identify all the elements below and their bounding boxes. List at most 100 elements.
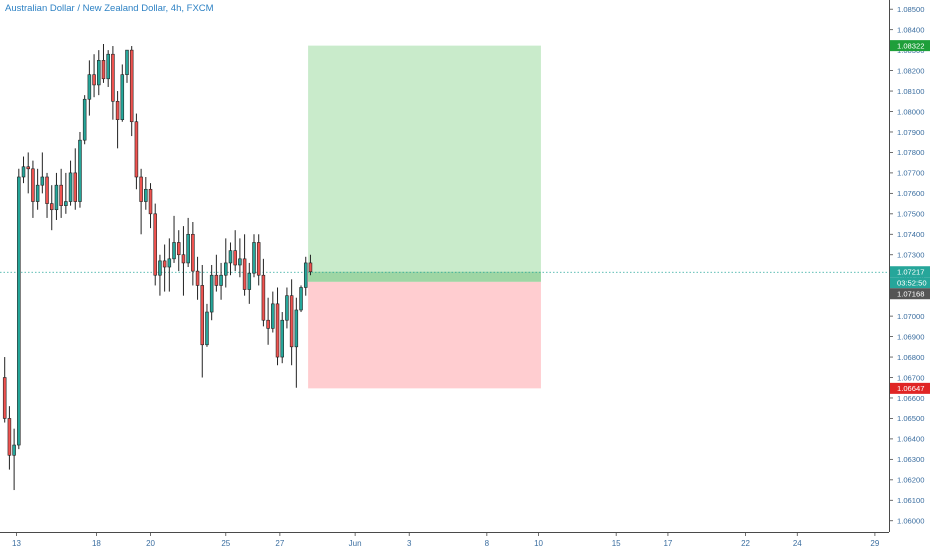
- candle[interactable]: [247, 262, 252, 304]
- candle-body-up: [106, 53, 110, 80]
- candle[interactable]: [242, 234, 247, 296]
- candle[interactable]: [115, 91, 120, 149]
- candle-body-down: [134, 121, 139, 178]
- candle-body-up: [64, 201, 68, 206]
- candle[interactable]: [59, 168, 63, 218]
- candle[interactable]: [195, 256, 200, 300]
- candle[interactable]: [7, 406, 12, 470]
- candle-body-up: [228, 250, 233, 264]
- time-tick-label: 24: [793, 539, 802, 548]
- candle[interactable]: [167, 238, 172, 292]
- candle[interactable]: [68, 160, 73, 206]
- candle[interactable]: [261, 258, 266, 327]
- candle[interactable]: [280, 312, 284, 364]
- candle-body-up: [40, 176, 45, 186]
- candle[interactable]: [191, 222, 195, 286]
- candle[interactable]: [40, 152, 45, 194]
- candle[interactable]: [134, 113, 139, 190]
- candle[interactable]: [144, 176, 148, 210]
- candle[interactable]: [64, 172, 68, 214]
- candle[interactable]: [101, 43, 106, 83]
- candle[interactable]: [285, 287, 289, 329]
- candle[interactable]: [181, 226, 186, 296]
- candle[interactable]: [21, 156, 26, 184]
- candle[interactable]: [92, 54, 96, 98]
- candle[interactable]: [205, 303, 209, 347]
- candle[interactable]: [111, 46, 115, 120]
- plot-area[interactable]: [0, 0, 889, 532]
- candle[interactable]: [271, 291, 275, 333]
- candle[interactable]: [31, 160, 35, 218]
- candle[interactable]: [162, 244, 167, 292]
- candle[interactable]: [224, 238, 228, 288]
- candle-body-down: [111, 53, 115, 102]
- candle[interactable]: [289, 279, 294, 366]
- candle[interactable]: [228, 242, 233, 276]
- candle[interactable]: [45, 172, 49, 218]
- price-tick-label: 1.08500: [897, 5, 924, 14]
- candle[interactable]: [252, 234, 256, 278]
- candle[interactable]: [275, 287, 280, 366]
- candle[interactable]: [200, 264, 205, 378]
- candle[interactable]: [120, 64, 125, 122]
- candle[interactable]: [148, 183, 153, 229]
- candle[interactable]: [303, 256, 308, 296]
- candle[interactable]: [78, 131, 82, 208]
- candle-body-down: [233, 250, 237, 266]
- candle[interactable]: [158, 254, 162, 296]
- candle-body-up: [87, 74, 92, 100]
- candle[interactable]: [2, 357, 7, 423]
- candle-body-up: [238, 258, 242, 266]
- time-axis[interactable]: 13 18 20 25 27 Jun 3 8 10 15 17 22 24 29: [0, 532, 889, 548]
- candle[interactable]: [238, 238, 242, 278]
- candle[interactable]: [17, 168, 21, 450]
- candle-body-down: [242, 258, 247, 290]
- countdown-flag-label: 03:52:50: [897, 279, 927, 288]
- price-tick-label: 1.07700: [897, 169, 924, 178]
- candle-body-up: [219, 274, 223, 286]
- candle[interactable]: [308, 254, 313, 276]
- entry-zone[interactable]: [308, 271, 541, 282]
- candle[interactable]: [87, 60, 92, 116]
- candle-body-up: [54, 184, 59, 211]
- candle[interactable]: [172, 215, 176, 263]
- long-position-tool[interactable]: [308, 45, 541, 389]
- candle[interactable]: [125, 49, 129, 83]
- candle[interactable]: [129, 46, 134, 137]
- candle[interactable]: [73, 148, 78, 210]
- candle[interactable]: [106, 50, 110, 87]
- price-tick-label: 1.07400: [897, 230, 924, 239]
- price-axis[interactable]: 1.06000 1.06100 1.06200 1.06300 1.06400 1.065…: [889, 0, 930, 532]
- candle[interactable]: [12, 428, 16, 491]
- candle-body-down: [101, 60, 106, 80]
- candle[interactable]: [209, 264, 214, 321]
- candle[interactable]: [26, 152, 30, 194]
- candle[interactable]: [299, 285, 303, 313]
- candle[interactable]: [54, 172, 59, 220]
- price-tick-label: 1.08100: [897, 87, 924, 96]
- candle[interactable]: [266, 297, 270, 345]
- candle[interactable]: [97, 50, 101, 96]
- candle[interactable]: [35, 168, 40, 210]
- candle[interactable]: [233, 230, 237, 272]
- time-tick-label: 8: [485, 539, 490, 548]
- candle[interactable]: [219, 262, 223, 300]
- candle[interactable]: [139, 168, 143, 235]
- price-tick-label: 1.06500: [897, 414, 924, 423]
- candle[interactable]: [82, 95, 87, 145]
- last-close-flag: 1.07168: [890, 288, 930, 300]
- profit-zone[interactable]: [308, 45, 541, 282]
- candle-body-up: [247, 272, 252, 290]
- loss-zone[interactable]: [308, 281, 541, 389]
- candle-body-down: [115, 100, 120, 120]
- candle[interactable]: [214, 254, 219, 292]
- candle[interactable]: [176, 230, 181, 272]
- candles-group[interactable]: [2, 43, 313, 491]
- candle[interactable]: [294, 297, 299, 388]
- candle-body-down: [256, 242, 261, 276]
- candle[interactable]: [256, 234, 261, 286]
- candle[interactable]: [153, 203, 157, 286]
- candle[interactable]: [186, 217, 190, 268]
- candle[interactable]: [49, 185, 54, 231]
